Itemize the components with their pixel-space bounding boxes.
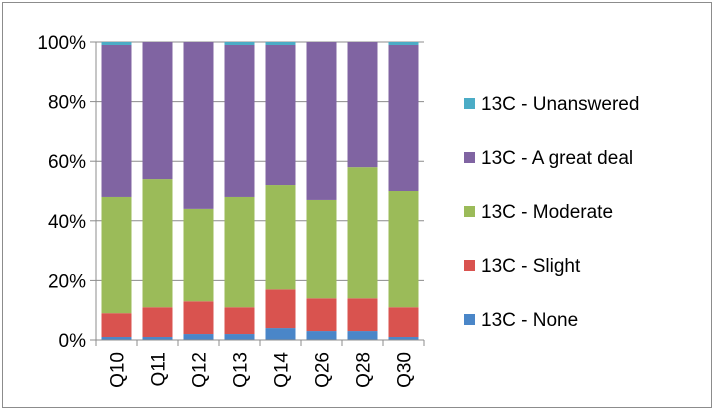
bar-segment <box>224 334 255 340</box>
x-tick-label: Q26 <box>313 352 334 388</box>
x-tick-label: Q12 <box>190 352 211 388</box>
bar-segment <box>183 301 214 335</box>
y-tick-label: 20% <box>48 271 86 292</box>
x-tick-label: Q11 <box>149 352 170 387</box>
x-tick-label: Q30 <box>395 352 416 388</box>
x-tick-label: Q28 <box>354 352 375 388</box>
bar-segment <box>347 298 378 332</box>
legend-label: 13C - A great deal <box>481 148 633 169</box>
legend-swatch <box>464 206 475 217</box>
bar-segment <box>101 196 132 314</box>
legend-swatch <box>464 98 475 109</box>
bar-segment <box>224 44 255 197</box>
bar-segment <box>101 44 132 197</box>
legend-swatch <box>464 152 475 163</box>
bar-segment <box>101 337 132 340</box>
bar-segment <box>142 42 173 180</box>
bar-segment <box>265 42 296 45</box>
bar-segment <box>183 42 214 209</box>
bar-segment <box>347 42 378 168</box>
legend-swatch <box>464 314 475 325</box>
bar-segment <box>306 42 337 200</box>
y-tick-label: 80% <box>48 93 86 114</box>
bar-segment <box>388 44 419 192</box>
x-tick-label: Q14 <box>272 352 293 388</box>
y-tick-label: 0% <box>59 331 87 352</box>
bar-segment <box>265 44 296 186</box>
y-tick-label: 40% <box>48 212 86 233</box>
bar-segment <box>142 337 173 340</box>
bar-segment <box>388 337 419 340</box>
bar-segment <box>265 328 296 340</box>
bar-segment <box>101 42 132 45</box>
axes: 0% 20% 40% 60% 80% 100% Q10 Q11 Q12 Q13 Q14 Q26 Q28 Q… <box>37 33 425 388</box>
y-tick-label: 100% <box>37 33 86 54</box>
legend-label: 13C - Moderate <box>481 202 613 223</box>
bar-segment <box>265 289 296 329</box>
bar-segment <box>347 167 378 299</box>
bar-segment <box>142 307 173 338</box>
bar-segment <box>306 199 337 299</box>
x-tick-label: Q13 <box>231 352 252 388</box>
bar-segment <box>101 313 132 338</box>
x-tick-label: Q10 <box>108 352 129 388</box>
bar-segment <box>347 331 378 340</box>
bar-segment <box>265 185 296 290</box>
bar-segment <box>388 42 419 45</box>
legend-label: 13C - Unanswered <box>481 94 639 115</box>
bar-segment <box>388 191 419 308</box>
legend-label: 13C - None <box>481 310 578 331</box>
legend-label: 13C - Slight <box>481 256 581 277</box>
bars <box>101 42 419 340</box>
bar-segment <box>306 298 337 332</box>
bar-segment <box>183 334 214 340</box>
bar-segment <box>224 196 255 308</box>
bar-segment <box>306 331 337 340</box>
bar-segment <box>224 42 255 45</box>
y-tick-label: 60% <box>48 152 86 173</box>
legend-swatch <box>464 260 475 271</box>
bar-segment <box>183 208 214 302</box>
bar-segment <box>142 179 173 308</box>
bar-segment <box>388 307 419 338</box>
legend: 13C - Unanswered 13C - A great deal 13C - … <box>464 94 639 331</box>
bar-segment <box>224 307 255 335</box>
